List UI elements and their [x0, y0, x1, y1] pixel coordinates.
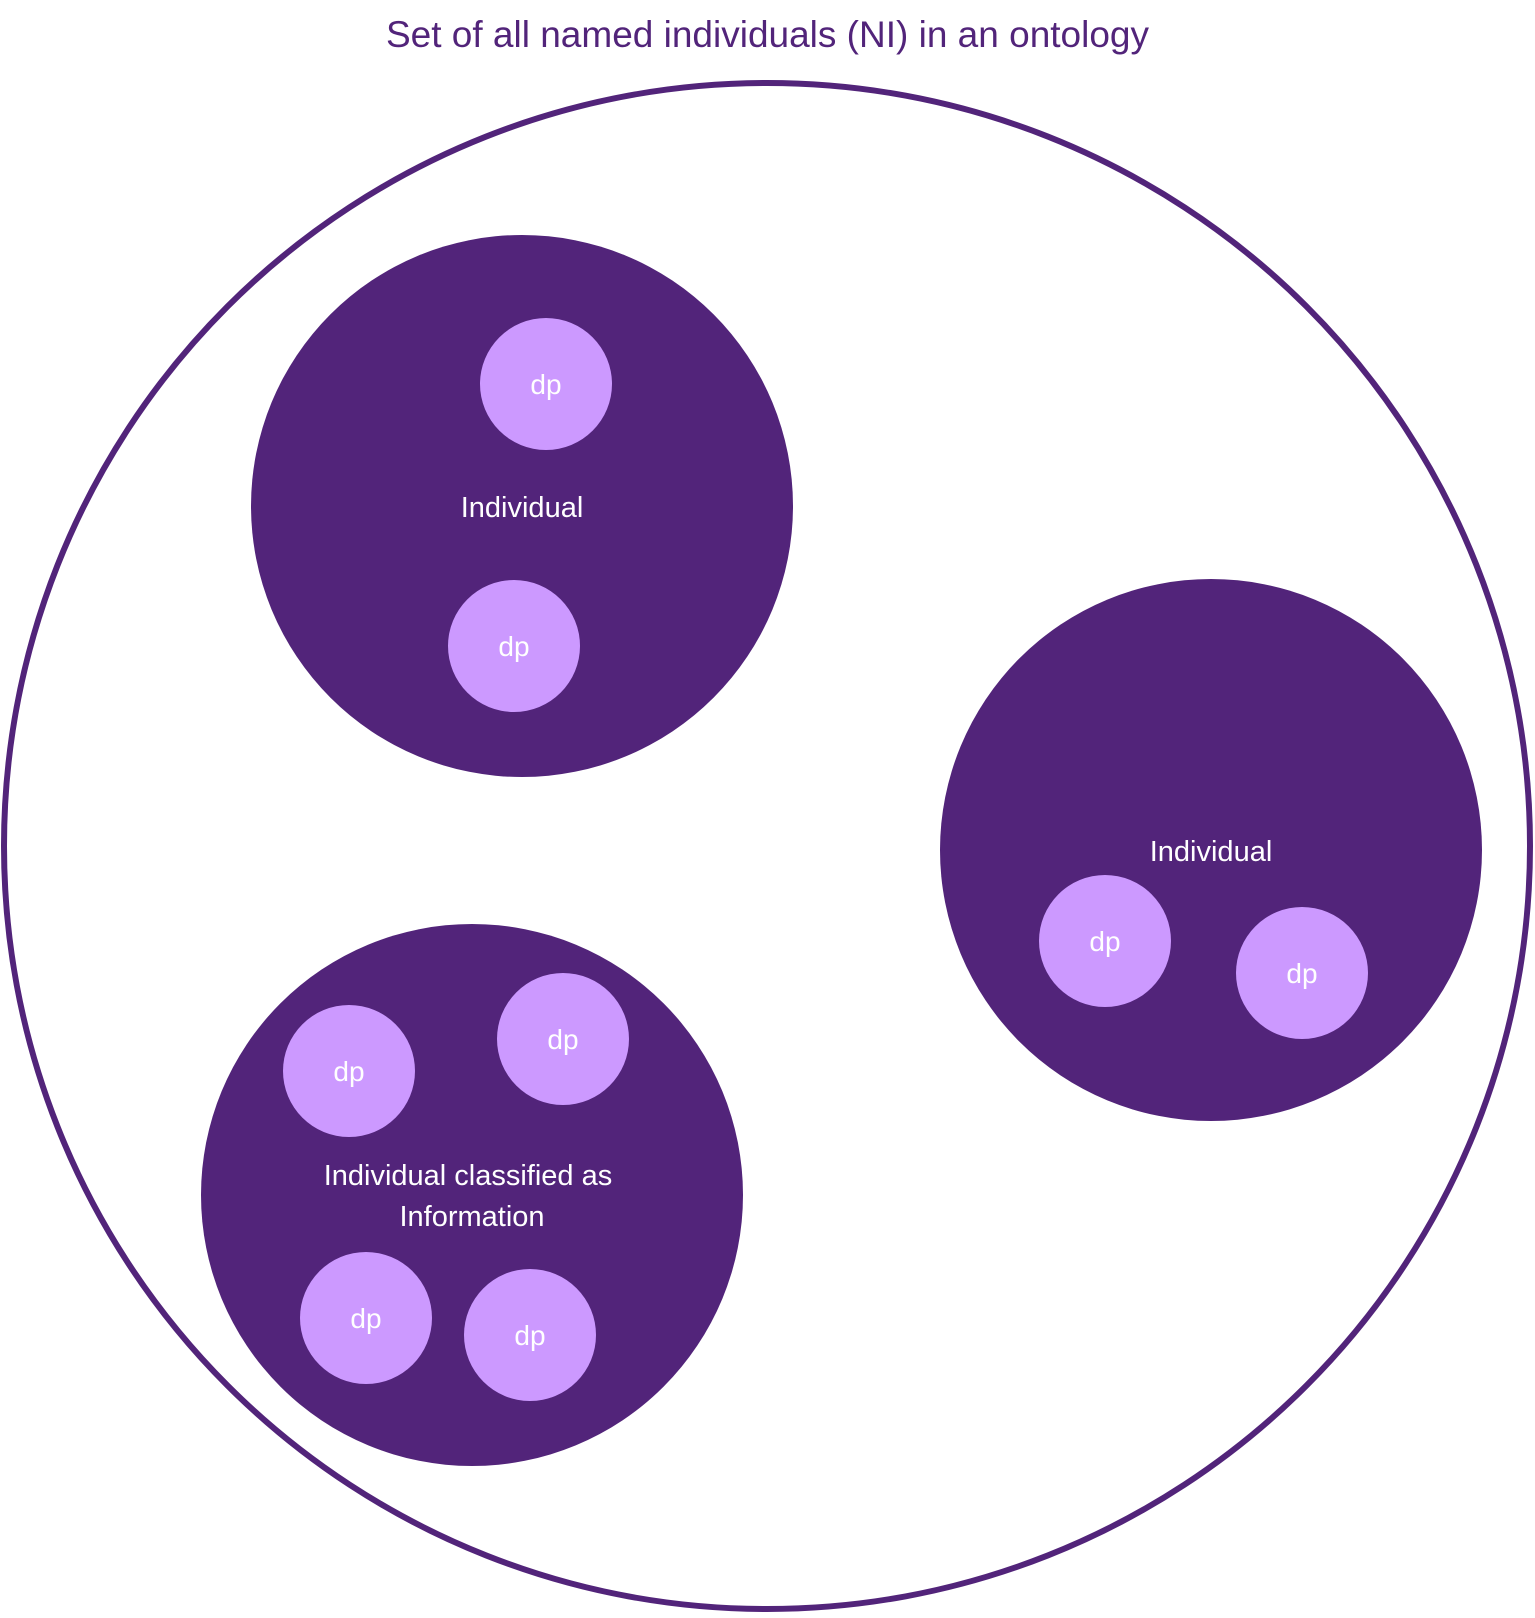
diagram-title: Set of all named individuals (NI) in an … [385, 14, 1150, 55]
dp-circle [497, 973, 629, 1105]
dp-circle [283, 1005, 415, 1137]
dp-label: dp [530, 369, 561, 400]
individual-label-line: Information [399, 1201, 544, 1233]
dp-circle [464, 1269, 596, 1401]
dp-circle [480, 318, 612, 450]
individual-label-line: Individual [1150, 836, 1273, 868]
individual-node: Individual dp dp [251, 235, 793, 777]
dp-node: dp [1236, 907, 1368, 1039]
dp-node: dp [1039, 875, 1171, 1007]
individual-circle [251, 235, 793, 777]
dp-node: dp [448, 580, 580, 712]
dp-label: dp [350, 1303, 381, 1334]
dp-label: dp [514, 1320, 545, 1351]
dp-label: dp [547, 1024, 578, 1055]
individual-label: Individual [1150, 836, 1273, 868]
dp-node: dp [283, 1005, 415, 1137]
dp-circle [1039, 875, 1171, 1007]
individual-circle [201, 924, 743, 1466]
dp-node: dp [497, 973, 629, 1105]
dp-label: dp [333, 1056, 364, 1087]
dp-label: dp [498, 631, 529, 662]
dp-node: dp [300, 1252, 432, 1384]
dp-circle [1236, 907, 1368, 1039]
dp-node: dp [480, 318, 612, 450]
individual-node: Individual dp dp [940, 579, 1482, 1121]
dp-label: dp [1089, 926, 1120, 957]
information-individual-node: Individual classified as Information dp … [201, 924, 743, 1466]
dp-label: dp [1286, 958, 1317, 989]
individual-label: Individual classified as Information [324, 1160, 621, 1233]
dp-circle [300, 1252, 432, 1384]
dp-circle [448, 580, 580, 712]
dp-node: dp [464, 1269, 596, 1401]
individual-label-line: Individual classified as [324, 1160, 613, 1192]
individual-label-line: Individual [461, 492, 584, 524]
named-individuals-set-boundary [1, 80, 1533, 1612]
individual-label: Individual [461, 492, 584, 524]
